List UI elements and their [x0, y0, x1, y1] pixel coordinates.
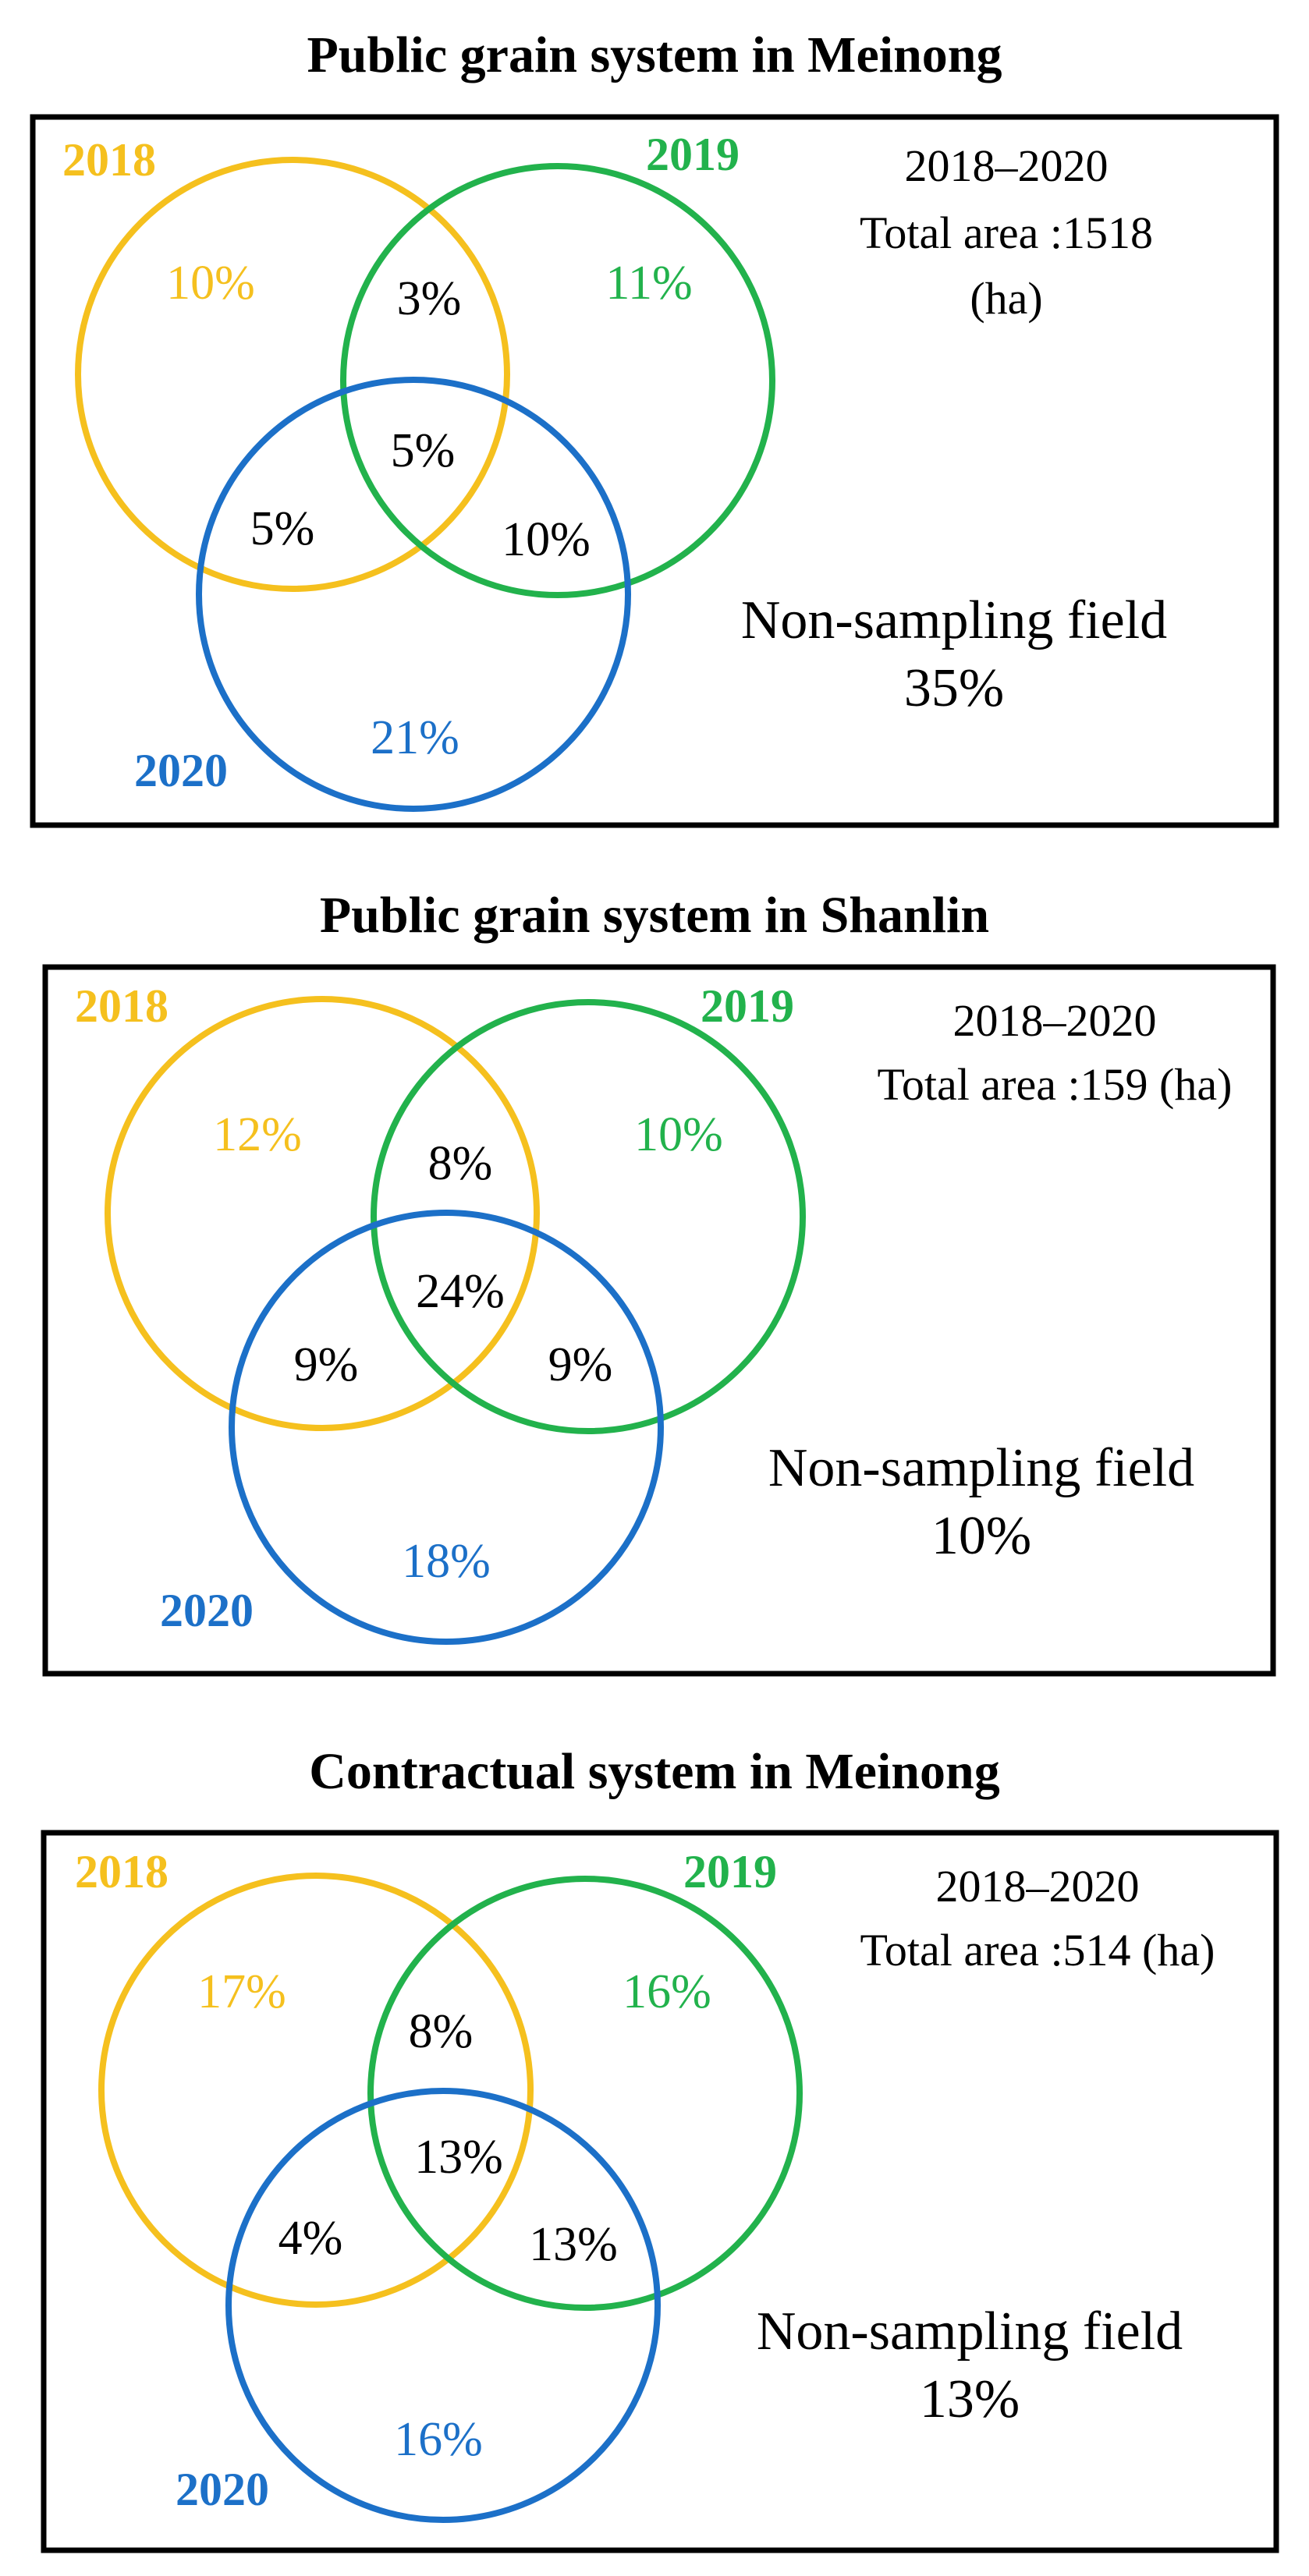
- value-only-2018: 12%: [213, 1108, 302, 1161]
- label-2019: 2019: [701, 980, 794, 1032]
- panel-frame: [30, 114, 1279, 828]
- value-only-2019: 16%: [623, 1965, 711, 2018]
- label-2020: 2020: [160, 1585, 254, 1636]
- value-only-2020: 16%: [394, 2413, 483, 2466]
- value-only-2019: 10%: [634, 1108, 723, 1161]
- value-2018-2019: 8%: [409, 2005, 474, 2058]
- circle-2020: [225, 2088, 661, 2523]
- circle-2018: [105, 996, 540, 1431]
- circle-2019: [367, 1876, 803, 2311]
- panel-meinong-public: Public grain system in Meinong 2018 2019…: [30, 27, 1279, 828]
- value-all-years: 13%: [414, 2131, 503, 2184]
- value-2018-2019: 8%: [428, 1137, 493, 1190]
- panel-title: Public grain system in Shanlin: [320, 887, 989, 944]
- non-sampling-value: 13%: [920, 2369, 1020, 2429]
- value-only-2020: 18%: [402, 1535, 491, 1588]
- label-2020: 2020: [134, 745, 228, 796]
- panel-title: Contractual system in Meinong: [309, 1743, 999, 1800]
- value-2018-2019: 3%: [397, 272, 462, 325]
- circle-2019: [371, 999, 806, 1434]
- label-2020: 2020: [176, 2464, 269, 2515]
- info-total-area: Total area :1518: [860, 207, 1153, 258]
- panel-frame: [41, 1830, 1279, 2553]
- value-only-2020: 21%: [371, 711, 459, 764]
- label-2019: 2019: [683, 1846, 777, 1897]
- value-only-2018: 10%: [166, 257, 255, 310]
- panel-shanlin-public: Public grain system in Shanlin 2018 2019…: [42, 887, 1276, 1677]
- label-2019: 2019: [646, 129, 740, 180]
- label-2018: 2018: [75, 1846, 169, 1897]
- value-all-years: 24%: [416, 1265, 505, 1318]
- info-period: 2018–2020: [936, 1861, 1140, 1912]
- info-unit: (ha): [970, 273, 1042, 324]
- value-only-2019: 11%: [605, 257, 692, 310]
- info-period: 2018–2020: [905, 140, 1109, 191]
- non-sampling-label: Non-sampling field: [741, 590, 1167, 650]
- info-total-area: Total area :159 (ha): [878, 1059, 1233, 1110]
- label-2018: 2018: [62, 134, 156, 186]
- value-2018-2020: 4%: [278, 2212, 343, 2265]
- circle-2020: [229, 1210, 664, 1645]
- value-2018-2020: 9%: [294, 1338, 359, 1391]
- circle-2018: [75, 157, 510, 592]
- circle-2018: [98, 1873, 534, 2308]
- info-total-area: Total area :514 (ha): [860, 1925, 1215, 1975]
- label-2018: 2018: [75, 980, 169, 1032]
- circle-2019: [340, 163, 775, 598]
- panel-title: Public grain system in Meinong: [307, 27, 1002, 83]
- non-sampling-label: Non-sampling field: [757, 2301, 1183, 2362]
- value-2019-2020: 13%: [529, 2218, 618, 2271]
- panel-meinong-contractual: Contractual system in Meinong 2018 2019 …: [41, 1743, 1279, 2553]
- value-all-years: 5%: [391, 424, 456, 477]
- non-sampling-value: 10%: [931, 1506, 1031, 1566]
- panel-frame: [42, 964, 1276, 1677]
- info-period: 2018–2020: [953, 995, 1157, 1046]
- value-2018-2020: 5%: [250, 502, 315, 555]
- value-2019-2020: 10%: [502, 513, 591, 566]
- value-only-2018: 17%: [197, 1965, 286, 2018]
- non-sampling-label: Non-sampling field: [768, 1438, 1194, 1498]
- circle-2020: [196, 377, 631, 812]
- value-2019-2020: 9%: [548, 1338, 613, 1391]
- non-sampling-value: 35%: [904, 658, 1004, 718]
